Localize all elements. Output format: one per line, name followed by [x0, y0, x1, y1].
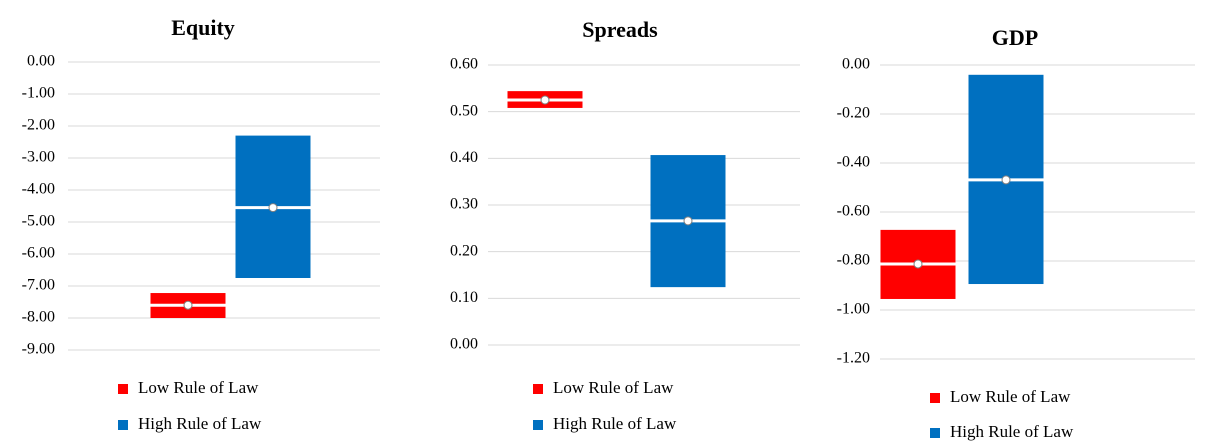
- y-tick-label: -4.00: [22, 181, 55, 198]
- mid-marker: [183, 300, 193, 310]
- legend-label: Low Rule of Law: [950, 387, 1071, 406]
- y-tick-label: 0.20: [450, 242, 478, 259]
- legend-swatch: [533, 420, 543, 430]
- legend-label: Low Rule of Law: [553, 378, 674, 397]
- y-tick-label: -1.20: [837, 350, 870, 367]
- y-tick-label: -5.00: [22, 213, 55, 230]
- mid-marker: [683, 216, 693, 226]
- y-tick-label: -6.00: [22, 245, 55, 262]
- y-tick-label: 0.00: [450, 336, 478, 353]
- y-tick-label: -0.40: [837, 154, 870, 171]
- y-tick-label: -8.00: [22, 309, 55, 326]
- legend-swatch: [118, 384, 128, 394]
- y-tick-label: -3.00: [22, 149, 55, 166]
- legend-label: Low Rule of Law: [138, 378, 259, 397]
- mid-marker: [268, 203, 278, 213]
- mid-marker: [1001, 175, 1011, 185]
- chart-title: Equity: [171, 15, 235, 40]
- y-tick-label: 0.00: [842, 56, 870, 73]
- chart-title: Spreads: [582, 17, 658, 42]
- mid-marker: [540, 95, 550, 105]
- legend-label: High Rule of Law: [553, 414, 677, 433]
- legend-swatch: [930, 393, 940, 403]
- y-tick-label: -7.00: [22, 277, 55, 294]
- y-tick-label: 0.60: [450, 56, 478, 73]
- legend-swatch: [930, 428, 940, 438]
- y-tick-label: -0.80: [837, 252, 870, 269]
- legend-swatch: [533, 384, 543, 394]
- y-tick-label: 0.30: [450, 196, 478, 213]
- y-tick-label: -2.00: [22, 117, 55, 134]
- chart-title: GDP: [992, 25, 1038, 50]
- y-tick-label: 0.40: [450, 149, 478, 166]
- y-tick-label: -9.00: [22, 341, 55, 358]
- mid-marker: [913, 259, 923, 269]
- y-tick-label: -0.60: [837, 203, 870, 220]
- y-tick-label: -1.00: [837, 301, 870, 318]
- y-tick-label: 0.10: [450, 289, 478, 306]
- y-tick-label: -0.20: [837, 105, 870, 122]
- legend-swatch: [118, 420, 128, 430]
- y-tick-label: -1.00: [22, 85, 55, 102]
- legend-label: High Rule of Law: [138, 414, 262, 433]
- legend-label: High Rule of Law: [950, 422, 1074, 441]
- y-tick-label: 0.50: [450, 102, 478, 119]
- y-tick-label: 0.00: [27, 53, 55, 70]
